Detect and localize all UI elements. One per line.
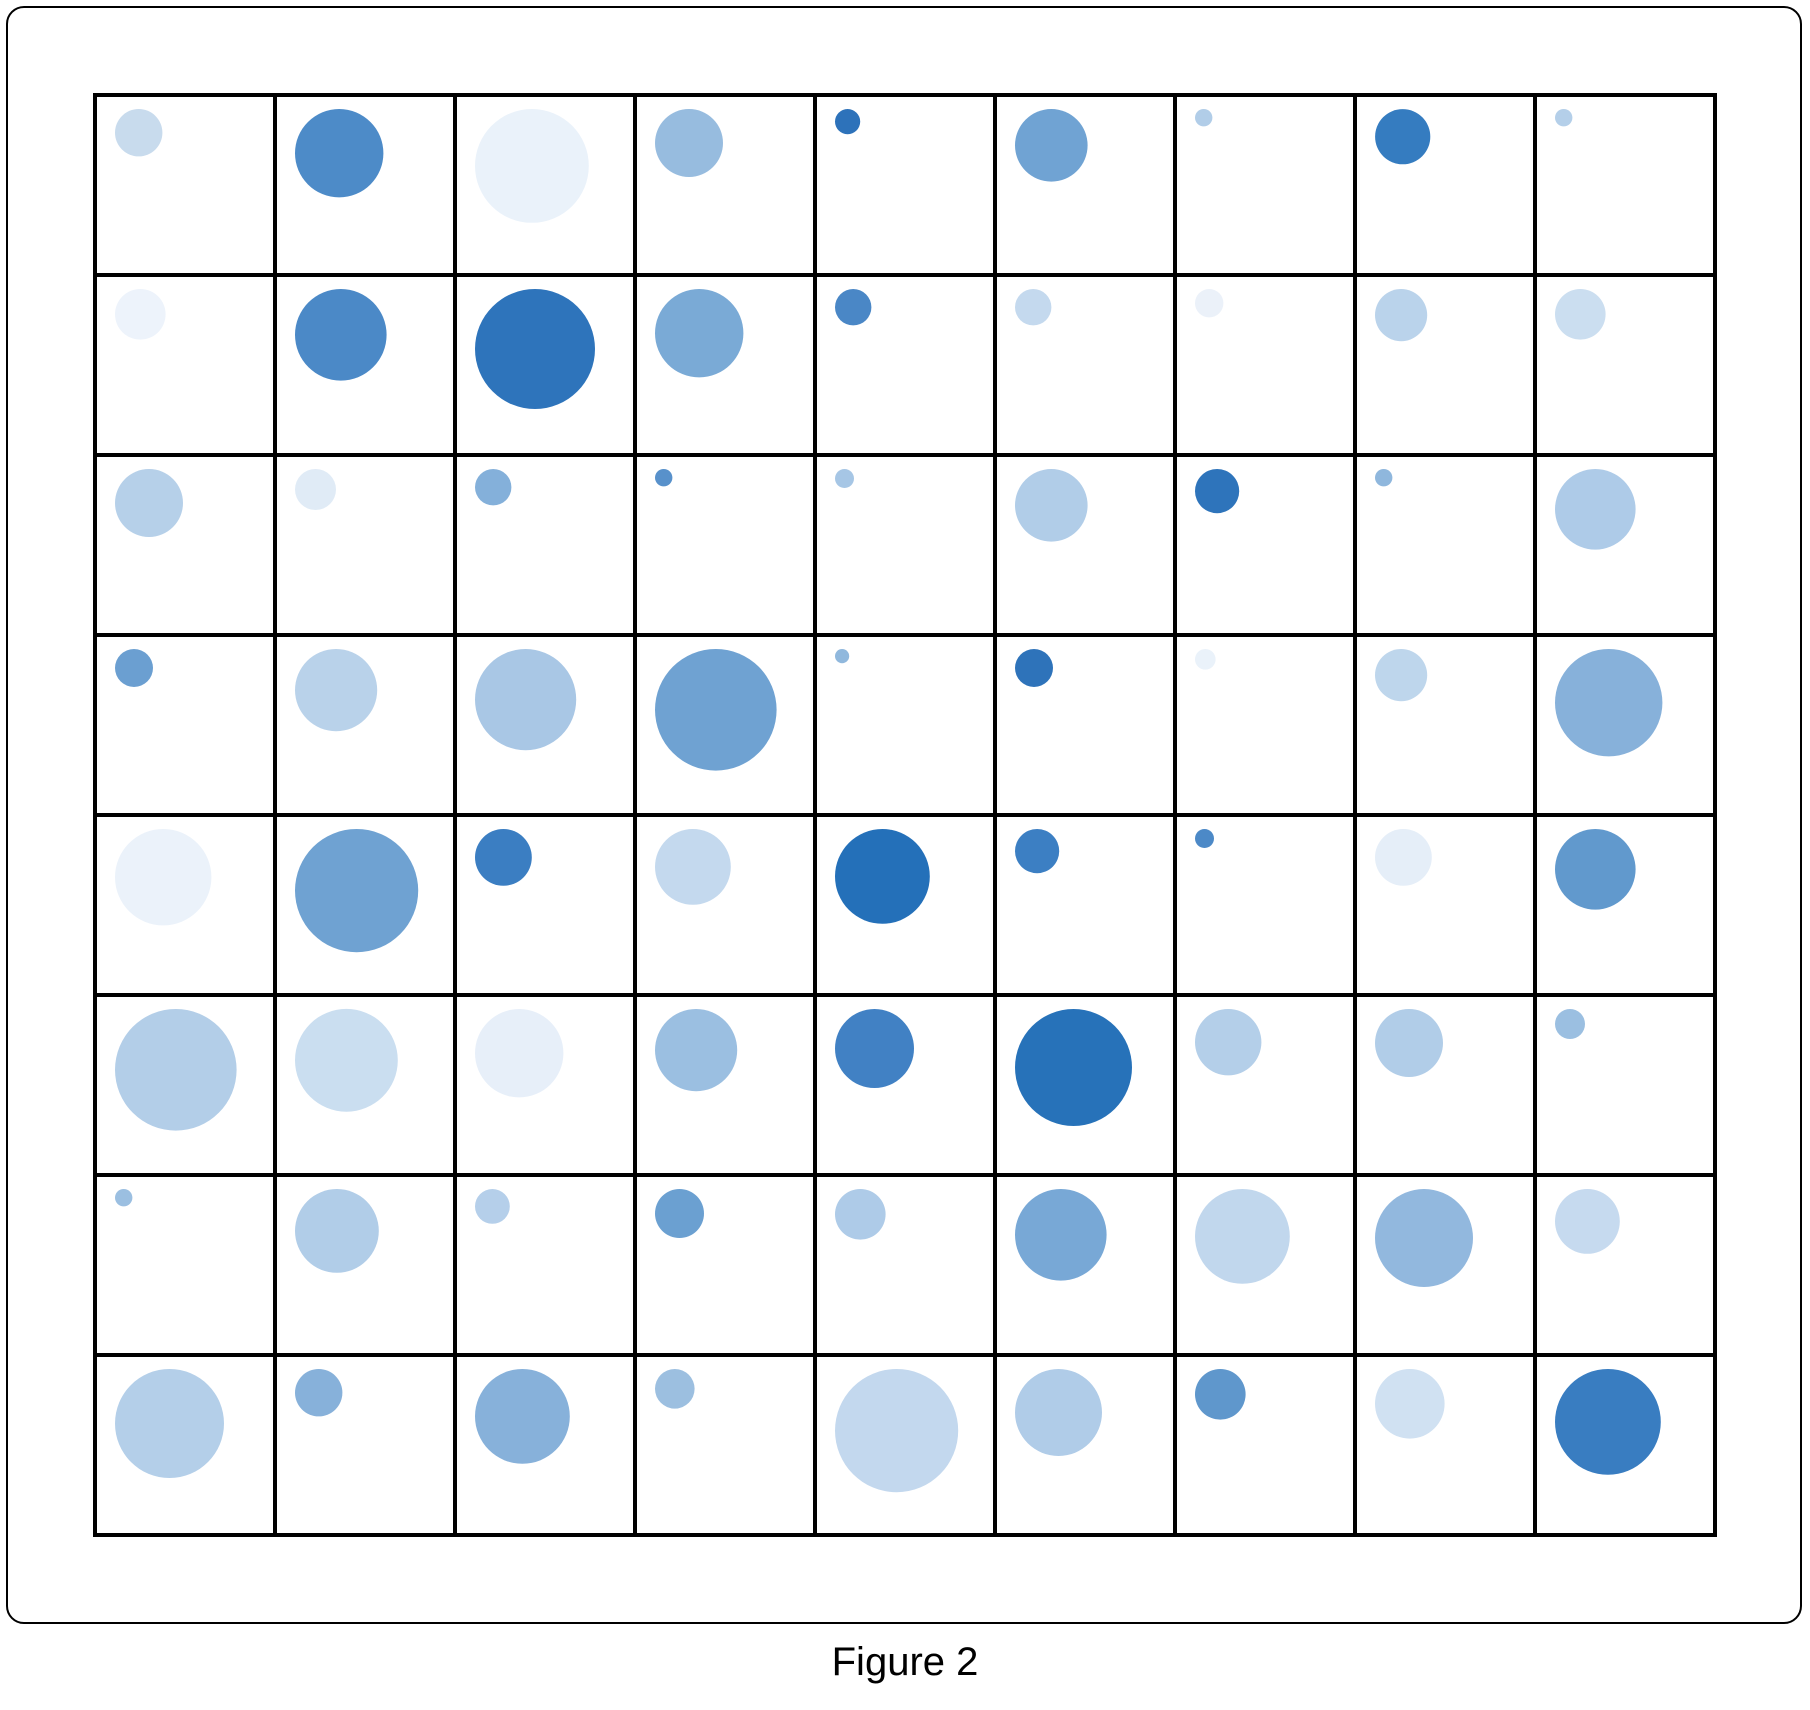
circle-r5-c3 — [475, 829, 532, 886]
circle-r3-c8 — [1375, 469, 1393, 487]
circle-r2-c7 — [1195, 289, 1224, 318]
circle-r6-c3 — [475, 1008, 564, 1098]
circle-r7-c2 — [295, 1189, 379, 1273]
circle-r2-c8 — [1375, 289, 1428, 342]
circle-r7-c8 — [1375, 1189, 1473, 1287]
circle-r8-c6 — [1015, 1369, 1102, 1456]
circle-r6-c5 — [835, 1009, 914, 1088]
circle-r4-c9 — [1555, 649, 1663, 757]
circle-r5-c1 — [115, 829, 212, 926]
circle-r3-c1 — [115, 469, 183, 537]
circle-r4-c8 — [1375, 649, 1428, 702]
circle-r2-c4 — [655, 289, 744, 378]
circle-r4-c4 — [655, 649, 777, 771]
figure-caption: Figure 2 — [831, 1640, 979, 1684]
circle-r8-c8 — [1375, 1369, 1445, 1439]
circle-r2-c2 — [295, 289, 387, 381]
circle-r3-c5 — [835, 469, 854, 488]
circle-r7-c6 — [1015, 1189, 1107, 1281]
circle-r3-c4 — [655, 469, 673, 487]
circle-r5-c6 — [1015, 829, 1060, 874]
circle-r3-c6 — [1015, 469, 1088, 542]
grid-layer — [93, 93, 1717, 1537]
circle-r7-c3 — [475, 1189, 510, 1224]
circle-r2-c1 — [115, 289, 166, 340]
circle-r6-c7 — [1195, 1008, 1262, 1076]
circle-r1-c5 — [835, 109, 861, 135]
circle-r8-c7 — [1195, 1369, 1246, 1420]
circle-r4-c2 — [295, 649, 378, 732]
circle-r7-c1 — [115, 1189, 133, 1207]
circle-r1-c1 — [115, 109, 163, 157]
circle-r6-c6 — [1015, 1009, 1132, 1126]
circle-r7-c9 — [1555, 1189, 1620, 1254]
circle-r5-c7 — [1195, 829, 1214, 848]
circle-r6-c8 — [1375, 1009, 1443, 1077]
circle-r1-c8 — [1375, 109, 1431, 165]
circle-r4-c7 — [1195, 649, 1216, 670]
circle-r4-c1 — [115, 649, 153, 687]
circle-r8-c2 — [295, 1369, 343, 1417]
circle-r5-c4 — [655, 829, 731, 905]
circle-r5-c9 — [1555, 829, 1636, 910]
circle-r7-c7 — [1195, 1189, 1290, 1284]
circle-r4-c3 — [474, 649, 577, 751]
circle-r2-c5 — [835, 289, 872, 326]
circle-r8-c9 — [1555, 1369, 1661, 1475]
circle-r4-c5 — [835, 649, 850, 664]
circle-r1-c6 — [1015, 109, 1088, 182]
circle-r2-c3 — [475, 289, 595, 409]
circle-r1-c2 — [295, 109, 384, 198]
circle-r3-c9 — [1555, 469, 1636, 550]
circle-r1-c4 — [655, 109, 723, 177]
circle-r8-c5 — [835, 1369, 959, 1493]
circle-r6-c1 — [115, 1009, 237, 1131]
circle-r1-c3 — [475, 108, 589, 223]
circle-r6-c2 — [295, 1008, 398, 1112]
circle-r8-c4 — [655, 1369, 695, 1409]
circle-r8-c1 — [115, 1369, 224, 1478]
circle-r6-c9 — [1555, 1009, 1585, 1039]
circle-r5-c5 — [835, 829, 930, 924]
circle-r1-c9 — [1555, 109, 1573, 127]
circle-r1-c7 — [1195, 109, 1213, 127]
circle-r5-c2 — [295, 829, 419, 953]
circle-r2-c9 — [1555, 289, 1606, 340]
circle-r8-c3 — [475, 1369, 570, 1464]
circle-r7-c4 — [655, 1189, 704, 1238]
circle-r2-c6 — [1014, 289, 1052, 326]
circle-r3-c7 — [1195, 469, 1240, 514]
circle-r3-c3 — [475, 469, 512, 506]
circle-r5-c8 — [1375, 829, 1432, 886]
circle-r7-c5 — [835, 1189, 886, 1240]
circles-layer — [115, 108, 1663, 1493]
circle-r6-c4 — [655, 1009, 738, 1092]
circle-r3-c2 — [295, 469, 336, 510]
circle-r4-c6 — [1015, 649, 1053, 687]
